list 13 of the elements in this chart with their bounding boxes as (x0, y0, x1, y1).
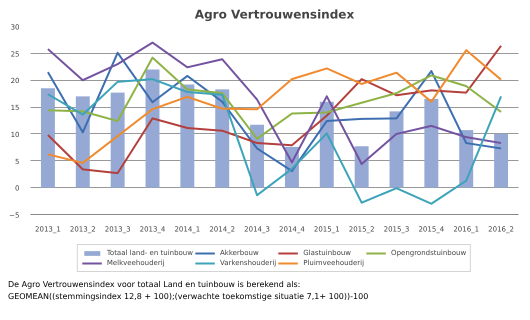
bar (494, 134, 508, 188)
line-series (46, 78, 502, 205)
bar (146, 69, 160, 188)
bar (110, 92, 125, 188)
bar (354, 146, 369, 188)
bar (424, 99, 438, 188)
text: GEOMEAN((stemmingsindex 12,8 + 100);(verwachte toekomstige situatie 7,1+ 100))-100 (8, 292, 368, 302)
text: De Agro Vertrouwensindex voor totaal Land en tuinbouw is berekend als: (8, 280, 300, 290)
line-series (46, 56, 502, 140)
bar (40, 88, 55, 188)
bar (390, 111, 404, 188)
bar (180, 84, 194, 188)
chart-title: Agro Vertrouwensindex (194, 8, 354, 22)
